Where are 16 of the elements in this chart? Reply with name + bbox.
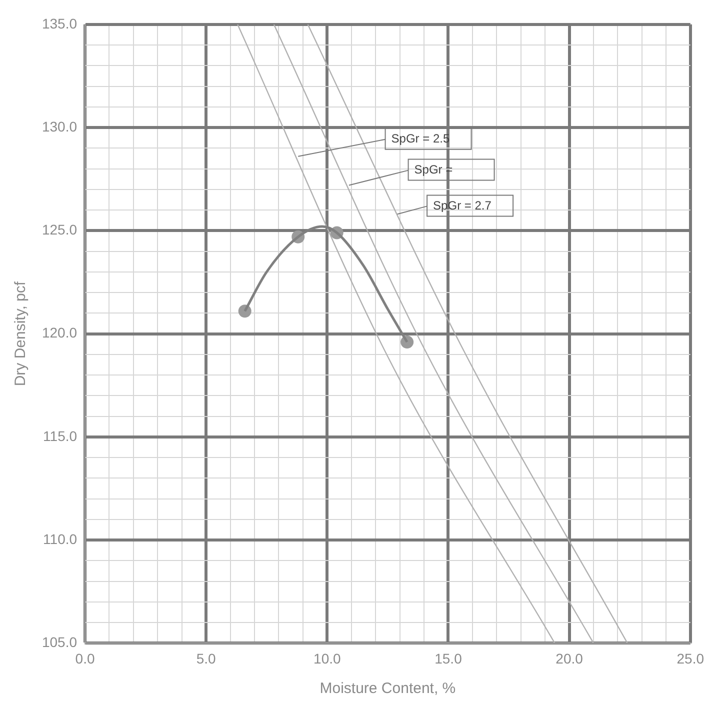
x-tick-label: 0.0 bbox=[75, 650, 95, 666]
y-tick-label: 135.0 bbox=[42, 15, 78, 32]
y-tick-label: 125.0 bbox=[42, 222, 78, 238]
x-tick-label: 25.0 bbox=[676, 650, 704, 666]
y-tick-label: 105.0 bbox=[42, 634, 78, 650]
y-tick-label: 110.0 bbox=[43, 530, 78, 547]
x-tick-label: 15.0 bbox=[434, 650, 462, 666]
y-tick-label: 115.0 bbox=[43, 428, 78, 444]
x-tick-label: 20.0 bbox=[556, 650, 584, 666]
x-axis-title: Moisture Content, % bbox=[320, 680, 456, 698]
y-tick-label: 120.0 bbox=[42, 324, 78, 341]
x-tick-label: 5.0 bbox=[196, 650, 216, 666]
x-tick-label: 10.0 bbox=[314, 650, 342, 666]
annotation: SpGr = bbox=[414, 162, 456, 177]
y-axis-title: Dry Density, pcf bbox=[12, 280, 30, 386]
y-tick-label: 130.0 bbox=[42, 118, 78, 134]
